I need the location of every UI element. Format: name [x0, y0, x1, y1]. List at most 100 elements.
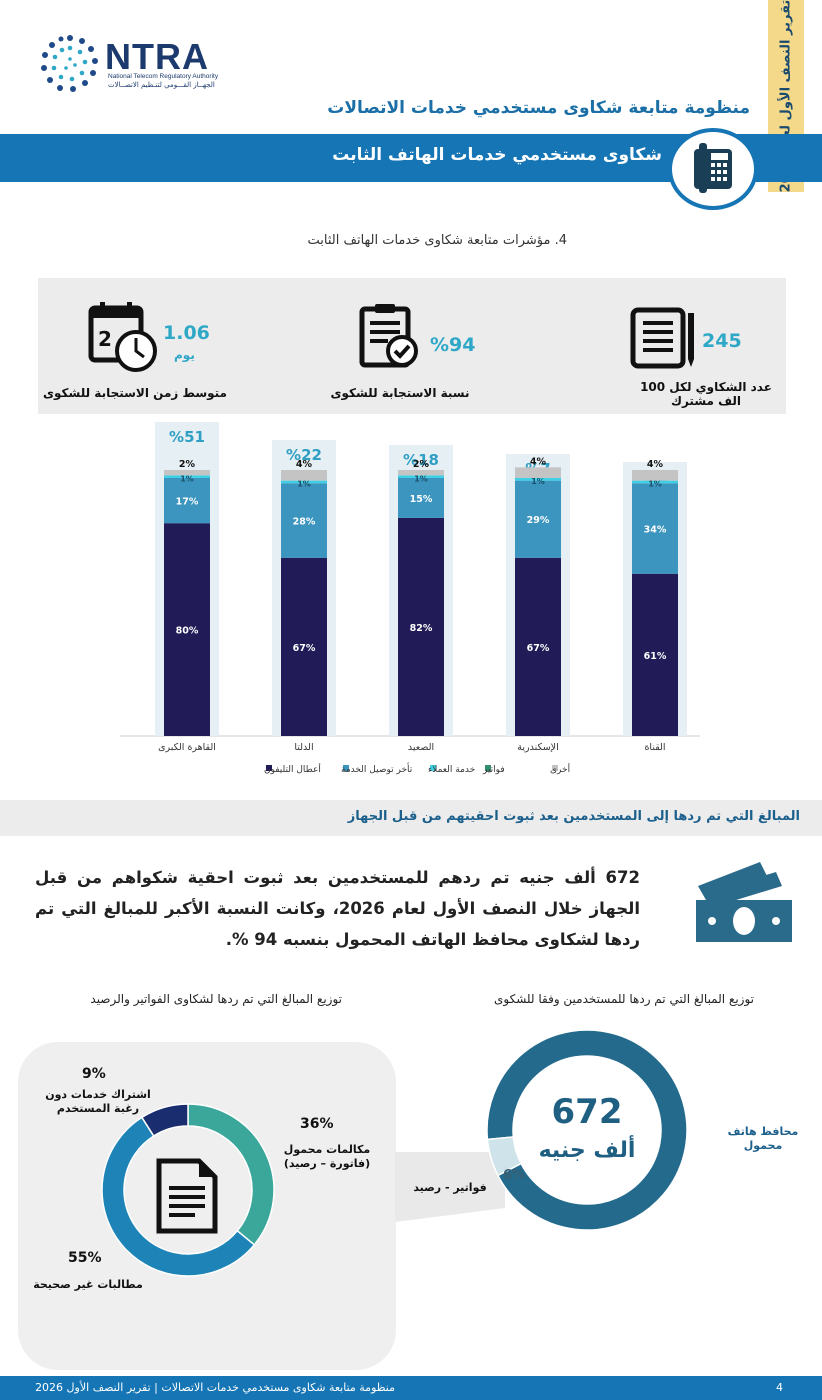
- legend-label: أعطال التليفون: [264, 763, 321, 775]
- section-heading: 4. مؤشرات متابعة شكاوى خدمات الهاتف الثا…: [307, 233, 567, 248]
- donut-center-value: 672: [551, 1092, 623, 1132]
- legend-swatch: [430, 765, 436, 771]
- bar-segment: [398, 477, 444, 518]
- bar-segment: [398, 470, 444, 476]
- kpi-response-time-value: 1.06: [163, 322, 210, 344]
- logo-arabic-name: الجهــاز القـــومي لتنـظيم الاتصــالات: [108, 81, 215, 89]
- donut-center-unit: ألف جنيه: [538, 1138, 636, 1163]
- bar-data-label: 67%: [527, 643, 550, 654]
- bar-segment: [398, 475, 444, 478]
- bar-data-label: 1%: [297, 480, 311, 489]
- bar-segment: [281, 480, 327, 484]
- bar-data-label: 1%: [414, 474, 428, 483]
- page-title: منظومة متابعة شكاوى مستخدمي خدمات الاتصا…: [327, 98, 750, 118]
- slice-bills-label: فواتير - رصيد: [413, 1181, 487, 1194]
- kpi-complaints-value: 245: [702, 330, 742, 352]
- page-footer: [0, 1376, 822, 1400]
- bar-data-label: 61%: [644, 651, 667, 662]
- kpi-response-time-unit: يوم: [174, 348, 195, 362]
- category-label: الإسكندرية: [517, 742, 558, 753]
- legend-label: تأخر توصيل الخدمة: [341, 762, 413, 775]
- donut-left-title: توزيع المبالغ التي تم ردها لشكاوى الفوات…: [90, 992, 342, 1006]
- bar-segment: [281, 470, 327, 481]
- calendar-clock-icon: 2: [88, 302, 157, 372]
- slice-incorrect-pct: 55%: [68, 1250, 102, 1266]
- slice-bills-pct: 6%: [503, 1168, 526, 1183]
- regional-complaints-chart: %51 80% 17% 1% 2% القاهرة الكبرى %22 67% 28% 1% 4%…: [120, 422, 700, 775]
- bar-segment: [632, 470, 678, 481]
- donut-slice: [487, 1030, 687, 1230]
- legend-swatch: [552, 765, 558, 771]
- slice-calls-label: مكالمات محمول (فاتورة – رصيد): [283, 1143, 371, 1170]
- document-list-icon: [630, 307, 694, 369]
- bar-data-label: 2%: [179, 459, 196, 470]
- bills-distribution-card: [18, 1042, 396, 1370]
- legend-swatch: [485, 765, 491, 771]
- phone-icon-badge: [668, 128, 758, 210]
- kpi-response-rate-value: %94: [430, 334, 476, 356]
- bar-segment: [164, 470, 210, 476]
- document-icon: [156, 1158, 218, 1234]
- bar-data-label: 15%: [410, 494, 433, 505]
- donut-slice: [101, 1116, 256, 1277]
- bar-segment: [515, 477, 561, 481]
- clipboard-check-icon: [359, 304, 418, 368]
- bar-segment: [632, 573, 678, 736]
- footer-text: منظومة متابعة شكاوى مستخدمي خدمات الاتصا…: [35, 1381, 395, 1394]
- bar-segment: [515, 557, 561, 736]
- bar-data-label: 80%: [176, 626, 199, 637]
- bar-data-label: 4%: [296, 459, 313, 470]
- bar-data-label: 1%: [531, 477, 545, 486]
- kpi-complaints-label: عدد الشكاوي لكل 100 الف مشترك: [640, 380, 772, 408]
- kpi-response-rate-label: نسبة الاستجابة للشكوى: [330, 386, 470, 400]
- bar-data-label: 28%: [293, 517, 316, 528]
- bar-data-label: 67%: [293, 643, 316, 654]
- legend-label: فواتير: [482, 765, 505, 775]
- bar-segment: [398, 517, 444, 736]
- amounts-heading: المبالغ التي تم ردها إلى المستخدمين بعد …: [347, 809, 800, 824]
- bar-segment: [164, 475, 210, 478]
- amounts-banner: [0, 800, 822, 836]
- bar-segment: [164, 523, 210, 736]
- bar-data-label: 4%: [530, 456, 547, 467]
- legend-label: خدمة العملاء: [428, 765, 475, 775]
- slice-subscriptions-pct: 9%: [82, 1066, 106, 1082]
- logo-name: NTRA: [105, 36, 209, 77]
- page-number: 4: [776, 1381, 783, 1394]
- bar-segment: [515, 480, 561, 558]
- category-label: الدلتا: [294, 742, 313, 753]
- legend-swatch: [343, 765, 349, 771]
- donut-right-title: توزيع المبالغ التي تم ردها للمستخدمين وف…: [493, 992, 754, 1006]
- bills-donut-chart: [101, 1103, 275, 1277]
- bar-segment: [632, 483, 678, 574]
- category-share-label: %22: [286, 446, 322, 464]
- amounts-paragraph: 672 ألف جنيه تم ردهم للمستخدمين بعد ثبوت…: [35, 868, 640, 949]
- bar-data-label: 17%: [176, 497, 199, 508]
- category-label: القاهرة الكبرى: [158, 742, 216, 753]
- bar-data-label: 2%: [413, 459, 430, 470]
- bar-segment: [515, 467, 561, 478]
- bar-segment: [164, 477, 210, 524]
- bar-data-label: 1%: [648, 480, 662, 489]
- bar-data-label: 4%: [647, 459, 664, 470]
- bar-segment: [632, 480, 678, 484]
- refunds-donut-chart: [487, 1030, 687, 1230]
- svg-text:2: 2: [98, 327, 112, 351]
- category-share-label: %18: [403, 451, 439, 469]
- connector-band: [395, 1152, 505, 1222]
- slice-incorrect-label: مطالبات غير صحيحة: [33, 1278, 143, 1291]
- category-share-label: %51: [169, 428, 205, 446]
- bar-data-label: 29%: [527, 515, 550, 526]
- category-label: الصعيد: [408, 742, 434, 753]
- kpi-response-time-label: متوسط زمن الاستجابة للشكوى: [43, 386, 227, 400]
- money-icon: [696, 862, 792, 942]
- slice-wallets-label: محافظ هاتف محمول: [727, 1125, 799, 1152]
- slice-wallets-pct: 94%: [690, 1128, 722, 1143]
- bar-data-label: 34%: [644, 525, 667, 536]
- slice-calls-pct: 36%: [300, 1116, 334, 1132]
- slice-subscriptions-label: اشتراك خدمات دون رغبة المستخدم: [45, 1088, 151, 1115]
- bar-data-label: 1%: [180, 474, 194, 483]
- donut-slice: [140, 1103, 189, 1137]
- bar-segment: [281, 483, 327, 558]
- ntra-logo-mark: [41, 35, 98, 92]
